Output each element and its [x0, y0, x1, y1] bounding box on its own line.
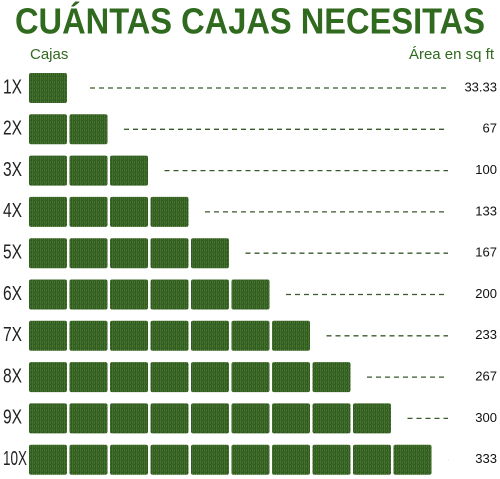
grass-tile — [29, 114, 67, 145]
area-value: 300 — [475, 410, 497, 425]
grass-tile — [110, 362, 148, 393]
grass-tile — [150, 279, 189, 310]
grass-tile — [191, 279, 229, 310]
area-value: 167 — [475, 245, 497, 260]
left-label: Cajas — [30, 46, 68, 63]
grass-tile — [110, 279, 148, 310]
grass-tile — [29, 73, 67, 103]
grass-tile — [150, 238, 189, 269]
area-value: 267 — [475, 369, 497, 384]
grass-tile — [150, 362, 189, 393]
grass-tile — [29, 238, 67, 269]
grass-tile — [110, 155, 148, 186]
area-value: 33.33 — [464, 79, 497, 94]
grass-tile — [150, 403, 189, 434]
grass-tile — [29, 362, 67, 393]
grass-tile — [150, 196, 189, 227]
grass-tile — [110, 238, 148, 269]
row-label: 5X — [3, 241, 22, 263]
title: CUÁNTAS CAJAS NECESITAS — [15, 1, 485, 42]
row-label: 8X — [3, 365, 22, 387]
row-label: 7X — [3, 324, 22, 346]
grass-tile — [69, 114, 108, 145]
grass-tile — [69, 238, 108, 269]
grass-tile — [110, 444, 148, 475]
area-value: 333 — [475, 451, 497, 466]
area-value: 200 — [475, 286, 497, 301]
row-label: 10X — [3, 448, 27, 470]
grass-tile — [231, 444, 270, 475]
right-label: Área en sq ft — [409, 46, 495, 63]
grass-tile — [393, 444, 432, 475]
row-label: 4X — [3, 200, 22, 222]
grass-tile — [29, 279, 67, 310]
grass-tile — [231, 403, 270, 434]
area-value: 233 — [475, 327, 497, 342]
grass-tile — [69, 155, 108, 186]
grass-tile — [29, 403, 67, 434]
grass-tile — [29, 155, 67, 186]
grass-tile — [29, 320, 67, 351]
grass-tile — [231, 362, 270, 393]
row-label: 3X — [3, 159, 22, 181]
grass-tile — [69, 403, 108, 434]
grass-tile — [272, 362, 310, 393]
grass-tile — [353, 403, 391, 434]
grass-tile — [191, 403, 229, 434]
grass-tile — [191, 320, 229, 351]
grass-tile — [69, 362, 108, 393]
grass-tile — [29, 444, 67, 475]
grass-tile — [150, 444, 189, 475]
grass-tile — [191, 444, 229, 475]
grass-tile — [312, 403, 351, 434]
grass-tile — [110, 403, 148, 434]
grass-tile — [69, 444, 108, 475]
row-label: 2X — [3, 118, 22, 140]
row-label: 9X — [3, 407, 22, 429]
grass-tile — [69, 279, 108, 310]
grass-tile — [272, 444, 310, 475]
area-value: 133 — [475, 203, 497, 218]
grass-tile — [312, 444, 351, 475]
grass-tile — [110, 320, 148, 351]
grass-tile — [69, 320, 108, 351]
grass-tile — [191, 238, 229, 269]
grass-tile — [231, 279, 270, 310]
row-label: 6X — [3, 283, 22, 305]
row-label: 1X — [3, 76, 22, 98]
area-value: 67 — [483, 121, 497, 136]
area-value: 100 — [475, 162, 497, 177]
grass-tile — [191, 362, 229, 393]
grass-tile — [110, 196, 148, 227]
grass-tile — [231, 320, 270, 351]
grass-tile — [69, 196, 108, 227]
grass-tile — [353, 444, 391, 475]
grass-tile — [312, 362, 351, 393]
grass-tile — [272, 403, 310, 434]
grass-tile — [272, 320, 310, 351]
grass-tile — [29, 196, 67, 227]
grass-tile — [150, 320, 189, 351]
